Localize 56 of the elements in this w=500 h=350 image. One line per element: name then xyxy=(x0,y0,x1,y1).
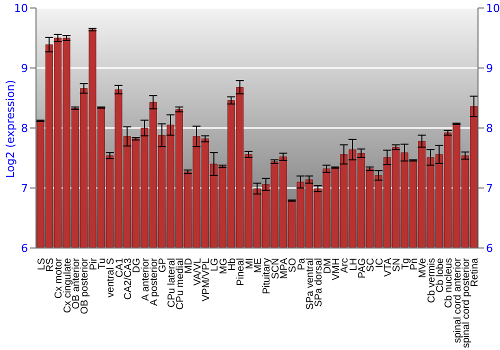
x-tick-label: Retina xyxy=(470,258,481,287)
y2-tick-label: 8 xyxy=(486,122,493,135)
x-tick-label: Cx cingulate xyxy=(62,258,74,314)
x-tick-label: OB posterior xyxy=(80,257,91,314)
x-tick-label: DG xyxy=(132,258,143,273)
x-tick-label: CA1 xyxy=(114,258,126,278)
y-tick-label: 9 xyxy=(21,62,28,75)
x-tick-label: CPu medial xyxy=(175,258,186,310)
x-tick-label: Tu xyxy=(97,258,108,270)
x-tick-label: Tg xyxy=(400,258,412,270)
x-tick-label: VTA xyxy=(383,258,394,277)
x-tick-label: ventral S xyxy=(106,258,117,298)
x-tick-label: CA2/CA3 xyxy=(123,258,134,300)
x-tick-label: spinal cord anterior xyxy=(452,257,464,344)
x-tick-label: Cb lobe xyxy=(435,258,446,292)
x-tick-label: SO xyxy=(288,258,299,272)
x-tick-label: A posterior xyxy=(149,257,160,306)
x-tick-label: IC xyxy=(374,258,386,268)
x-tick-label: Pir xyxy=(88,257,100,270)
x-tick-label: VPM/VPL xyxy=(201,258,212,302)
x-tick-label: OB anterior xyxy=(71,257,82,310)
x-tick-label: MPA xyxy=(279,258,290,279)
x-tick-label: SC xyxy=(366,258,377,272)
x-tick-label: Hb xyxy=(227,258,238,271)
x-tick-label: MVe xyxy=(418,258,429,278)
x-tick-label: MI xyxy=(244,258,256,270)
x-tick-label: Pn xyxy=(409,258,420,270)
x-tick-label: PAG xyxy=(357,258,368,278)
y2-tick-label: 10 xyxy=(486,2,500,15)
x-tick-label: Pa xyxy=(296,258,308,270)
x-tick-label: ME xyxy=(253,258,264,273)
x-tick-label: LS xyxy=(36,258,48,270)
y-tick-label: 6 xyxy=(21,242,28,255)
x-tick-label: SPa dorsal xyxy=(314,258,325,307)
y2-tick-label: 6 xyxy=(486,242,493,255)
y-axis-title: Log2 (expression) xyxy=(4,80,17,178)
x-tick-label: LG xyxy=(210,258,221,272)
x-tick-label: GP xyxy=(158,258,169,272)
x-tick-label: SN xyxy=(392,258,403,272)
x-tick-label: DM xyxy=(322,258,334,274)
y-tick-label: 8 xyxy=(21,122,28,135)
y2-tick-label: 7 xyxy=(486,182,493,195)
x-tick-label: SPa ventral xyxy=(305,258,316,310)
y-tick-label: 7 xyxy=(21,182,28,195)
x-tick-label: SCN xyxy=(270,258,282,280)
y-tick-label: 10 xyxy=(14,2,28,15)
x-tick-label: VMH xyxy=(331,258,342,280)
x-tick-label: spinal cord posterior xyxy=(461,257,472,348)
y2-tick-label: 9 xyxy=(486,62,493,75)
x-tick-label: Cb nucleus xyxy=(444,258,455,308)
x-tick-label: LH xyxy=(348,258,360,271)
x-tick-label: RS xyxy=(45,258,56,272)
x-tick-label: Pineal xyxy=(236,258,247,286)
x-tick-label: Pituitary xyxy=(262,258,273,294)
x-tick-label: Arc xyxy=(340,258,351,273)
x-tick-label: A anterior xyxy=(140,257,152,301)
